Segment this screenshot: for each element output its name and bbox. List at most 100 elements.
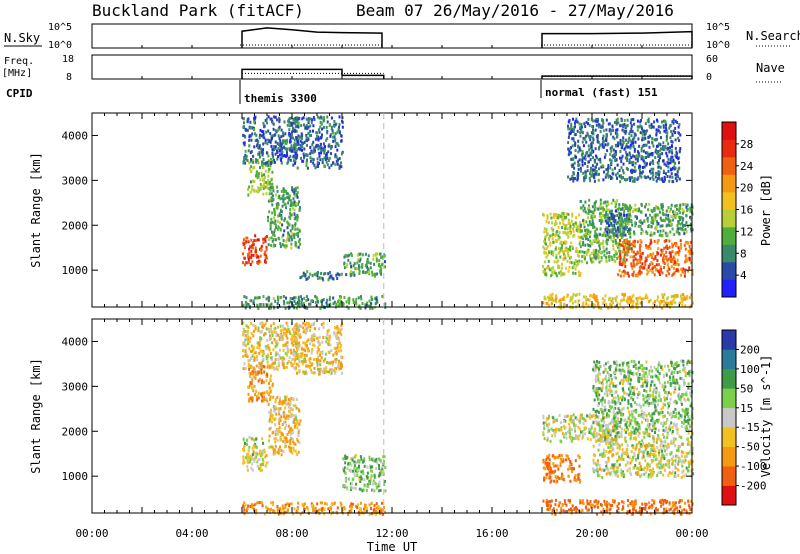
data-cell — [669, 255, 672, 259]
data-cell — [584, 237, 587, 241]
data-cell — [678, 161, 680, 165]
data-cell — [264, 464, 267, 468]
data-cell — [641, 251, 644, 255]
data-cell — [619, 238, 621, 242]
data-cell — [663, 293, 666, 296]
data-cell — [381, 465, 384, 469]
data-cell — [264, 119, 267, 122]
data-cell — [666, 131, 669, 135]
data-cell — [309, 302, 312, 306]
data-cell — [273, 207, 275, 211]
data-cell — [583, 207, 586, 210]
data-cell — [666, 217, 669, 221]
data-cell — [246, 355, 249, 358]
data-cell — [594, 205, 597, 209]
data-cell — [350, 265, 353, 268]
data-cell — [336, 130, 339, 134]
data-cell — [660, 248, 663, 252]
data-cell — [286, 402, 289, 406]
data-cell — [613, 220, 616, 224]
data-cell — [296, 227, 299, 231]
data-cell — [656, 223, 659, 227]
data-cell — [599, 202, 602, 206]
data-cell — [311, 334, 314, 338]
data-cell — [587, 223, 590, 227]
data-cell — [260, 454, 263, 458]
data-cell — [304, 357, 306, 361]
data-cell — [546, 266, 549, 270]
data-cell — [272, 243, 275, 247]
data-cell — [280, 161, 283, 165]
data-cell — [635, 302, 638, 306]
data-cell — [323, 116, 325, 119]
data-cell — [301, 117, 304, 121]
data-cell — [570, 177, 573, 180]
data-cell — [592, 239, 595, 243]
data-cell — [665, 130, 668, 134]
data-cell — [268, 298, 270, 302]
data-cell — [684, 271, 686, 275]
data-cell — [638, 260, 641, 264]
data-cell — [679, 294, 682, 298]
data-cell — [644, 176, 647, 180]
data-cell — [273, 115, 276, 119]
data-cell — [260, 244, 263, 248]
data-cell — [674, 173, 677, 177]
data-cell — [570, 122, 573, 126]
data-cell — [299, 147, 302, 151]
data-cell — [642, 156, 645, 160]
data-cell — [290, 426, 293, 430]
data-cell — [611, 168, 614, 172]
data-cell — [630, 170, 633, 174]
data-cell — [550, 252, 553, 256]
data-cell — [604, 219, 607, 223]
data-cell — [294, 449, 297, 453]
data-cell — [378, 464, 380, 467]
data-cell — [677, 250, 680, 254]
colorbar-tick-label: 28 — [740, 138, 753, 151]
data-cell — [669, 161, 672, 165]
data-cell — [619, 251, 622, 255]
data-cell — [670, 203, 673, 207]
data-cell — [378, 263, 381, 266]
data-cell — [247, 385, 250, 389]
data-cell — [598, 214, 601, 218]
data-cell — [639, 174, 641, 178]
data-cell — [662, 159, 665, 163]
data-cell — [300, 156, 302, 160]
data-cell — [358, 259, 361, 263]
data-cell — [271, 182, 274, 186]
data-cell — [286, 361, 289, 365]
data-cell — [333, 120, 336, 123]
data-cell — [629, 144, 632, 148]
data-cell — [617, 207, 619, 211]
data-cell — [265, 332, 268, 336]
data-cell — [666, 263, 669, 267]
data-cell — [648, 225, 651, 229]
data-cell — [631, 223, 634, 227]
data-cell — [262, 380, 265, 384]
power-data-cells — [242, 115, 694, 310]
data-cell — [267, 243, 270, 247]
data-cell — [251, 386, 253, 390]
data-cell — [282, 299, 285, 303]
data-cell — [263, 365, 266, 369]
data-cell — [244, 456, 247, 460]
data-cell — [305, 277, 308, 281]
data-cell — [651, 262, 654, 266]
data-cell — [260, 371, 263, 375]
data-cell — [627, 228, 630, 232]
data-cell — [330, 145, 333, 148]
data-cell — [564, 247, 567, 251]
data-cell — [602, 134, 605, 138]
data-cell — [292, 154, 295, 158]
data-cell — [245, 240, 248, 244]
data-cell — [264, 138, 267, 142]
data-cell — [259, 260, 262, 264]
data-cell — [543, 297, 546, 301]
data-cell — [568, 221, 571, 225]
data-cell — [591, 219, 594, 223]
